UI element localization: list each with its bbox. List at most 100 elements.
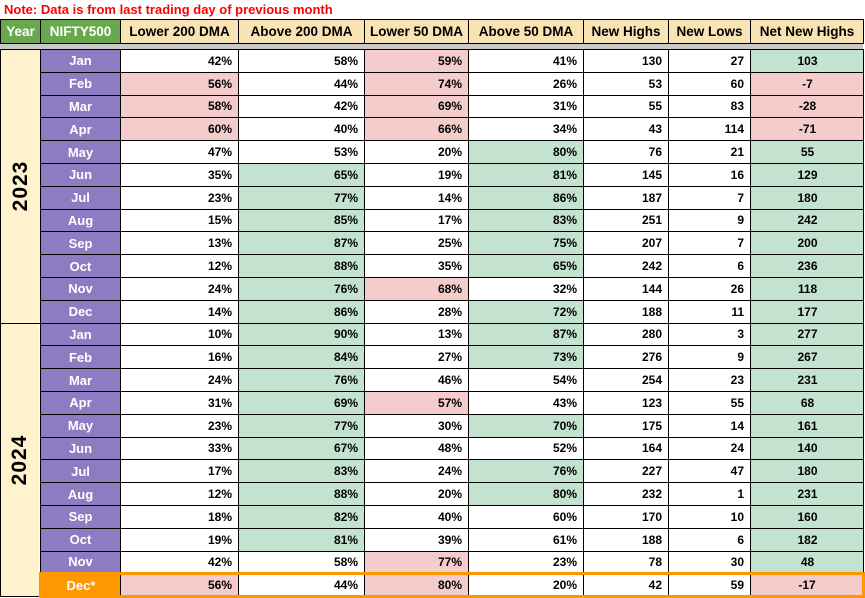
data-cell-lower-200-dma[interactable]: 33% — [120, 436, 239, 461]
data-cell-above-200-dma[interactable]: 82% — [238, 504, 365, 529]
data-cell-new-lows[interactable]: 59 — [668, 572, 751, 598]
data-cell-above-50-dma[interactable]: 81% — [468, 162, 584, 187]
data-cell-lower-200-dma[interactable]: 47% — [120, 140, 239, 164]
data-cell-new-lows[interactable]: 7 — [668, 231, 751, 256]
data-cell-above-200-dma[interactable]: 83% — [238, 459, 365, 484]
data-cell-new-highs[interactable]: 188 — [583, 527, 669, 552]
data-cell-above-200-dma[interactable]: 65% — [238, 162, 365, 187]
data-cell-net-new-highs[interactable]: -17 — [750, 572, 865, 598]
data-cell-above-200-dma[interactable]: 44% — [238, 572, 365, 598]
data-cell-lower-200-dma[interactable]: 15% — [120, 208, 239, 233]
month-cell-may-2023[interactable]: May — [40, 140, 121, 164]
data-cell-new-lows[interactable]: 6 — [668, 527, 751, 552]
data-cell-lower-200-dma[interactable]: 12% — [120, 254, 239, 278]
data-cell-above-50-dma[interactable]: 76% — [468, 459, 584, 484]
data-cell-new-highs[interactable]: 188 — [583, 299, 669, 324]
data-cell-net-new-highs[interactable]: 182 — [750, 527, 864, 552]
data-cell-new-lows[interactable]: 55 — [668, 390, 751, 415]
data-cell-net-new-highs[interactable]: 103 — [750, 49, 864, 73]
data-cell-new-highs[interactable]: 280 — [583, 322, 669, 347]
month-cell-mar-2023[interactable]: Mar — [40, 94, 121, 119]
data-cell-above-200-dma[interactable]: 67% — [238, 436, 365, 461]
data-cell-new-highs[interactable]: 251 — [583, 208, 669, 233]
column-header-net-new-highs[interactable]: Net New Highs — [750, 19, 864, 44]
data-cell-above-200-dma[interactable]: 69% — [238, 390, 365, 415]
data-cell-above-50-dma[interactable]: 75% — [468, 231, 584, 256]
month-cell-oct-2024[interactable]: Oct — [40, 527, 121, 552]
data-cell-new-lows[interactable]: 1 — [668, 482, 751, 506]
data-cell-net-new-highs[interactable]: 236 — [750, 254, 864, 278]
data-cell-lower-200-dma[interactable]: 42% — [120, 49, 239, 73]
data-cell-above-50-dma[interactable]: 41% — [468, 49, 584, 73]
column-header-lower-50-dma[interactable]: Lower 50 DMA — [364, 19, 469, 44]
data-cell-new-lows[interactable]: 10 — [668, 504, 751, 529]
data-cell-net-new-highs[interactable]: -28 — [750, 94, 864, 119]
data-cell-new-highs[interactable]: 232 — [583, 482, 669, 506]
data-cell-lower-50-dma[interactable]: 68% — [364, 276, 469, 301]
data-cell-above-200-dma[interactable]: 86% — [238, 299, 365, 324]
data-cell-new-highs[interactable]: 43 — [583, 117, 669, 142]
data-cell-lower-50-dma[interactable]: 40% — [364, 504, 469, 529]
data-cell-lower-50-dma[interactable]: 74% — [364, 71, 469, 96]
data-cell-lower-50-dma[interactable]: 14% — [364, 185, 469, 210]
data-cell-lower-50-dma[interactable]: 24% — [364, 459, 469, 484]
data-cell-above-200-dma[interactable]: 85% — [238, 208, 365, 233]
month-cell-apr-2023[interactable]: Apr — [40, 117, 121, 142]
data-cell-lower-50-dma[interactable]: 77% — [364, 550, 469, 575]
data-cell-lower-50-dma[interactable]: 48% — [364, 436, 469, 461]
data-cell-lower-50-dma[interactable]: 28% — [364, 299, 469, 324]
data-cell-lower-200-dma[interactable]: 56% — [120, 71, 239, 96]
data-cell-net-new-highs[interactable]: 129 — [750, 162, 864, 187]
data-cell-new-highs[interactable]: 227 — [583, 459, 669, 484]
data-cell-above-50-dma[interactable]: 70% — [468, 413, 584, 438]
month-cell-aug-2024[interactable]: Aug — [40, 482, 121, 506]
data-cell-new-highs[interactable]: 145 — [583, 162, 669, 187]
data-cell-above-50-dma[interactable]: 54% — [468, 368, 584, 392]
data-cell-above-200-dma[interactable]: 42% — [238, 94, 365, 119]
data-cell-new-lows[interactable]: 6 — [668, 254, 751, 278]
data-cell-net-new-highs[interactable]: 277 — [750, 322, 864, 347]
data-cell-net-new-highs[interactable]: 160 — [750, 504, 864, 529]
month-cell-nov-2024[interactable]: Nov — [40, 550, 121, 575]
data-cell-lower-50-dma[interactable]: 39% — [364, 527, 469, 552]
data-cell-lower-200-dma[interactable]: 24% — [120, 276, 239, 301]
data-cell-lower-200-dma[interactable]: 23% — [120, 413, 239, 438]
data-cell-above-50-dma[interactable]: 86% — [468, 185, 584, 210]
data-cell-above-50-dma[interactable]: 87% — [468, 322, 584, 347]
data-cell-net-new-highs[interactable]: 177 — [750, 299, 864, 324]
month-cell-aug-2023[interactable]: Aug — [40, 208, 121, 233]
column-header-year[interactable]: Year — [0, 19, 41, 44]
data-cell-net-new-highs[interactable]: 161 — [750, 413, 864, 438]
column-header-new-highs[interactable]: New Highs — [583, 19, 669, 44]
data-cell-lower-200-dma[interactable]: 13% — [120, 231, 239, 256]
data-cell-lower-50-dma[interactable]: 30% — [364, 413, 469, 438]
data-cell-new-highs[interactable]: 55 — [583, 94, 669, 119]
month-cell-jun-2023[interactable]: Jun — [40, 162, 121, 187]
data-cell-net-new-highs[interactable]: 200 — [750, 231, 864, 256]
data-cell-above-50-dma[interactable]: 80% — [468, 140, 584, 164]
column-header-nifty500[interactable]: NIFTY500 — [40, 19, 121, 44]
data-cell-net-new-highs[interactable]: 68 — [750, 390, 864, 415]
data-cell-above-50-dma[interactable]: 61% — [468, 527, 584, 552]
data-cell-new-lows[interactable]: 9 — [668, 345, 751, 370]
data-cell-new-highs[interactable]: 187 — [583, 185, 669, 210]
year-cell-2024[interactable]: 2024 — [0, 322, 41, 598]
data-cell-net-new-highs[interactable]: -71 — [750, 117, 864, 142]
data-cell-above-200-dma[interactable]: 77% — [238, 413, 365, 438]
data-cell-above-200-dma[interactable]: 76% — [238, 276, 365, 301]
month-cell-feb-2024[interactable]: Feb — [40, 345, 121, 370]
data-cell-lower-50-dma[interactable]: 35% — [364, 254, 469, 278]
data-cell-above-200-dma[interactable]: 58% — [238, 550, 365, 575]
data-cell-net-new-highs[interactable]: 231 — [750, 482, 864, 506]
data-cell-net-new-highs[interactable]: 180 — [750, 459, 864, 484]
data-cell-new-lows[interactable]: 60 — [668, 71, 751, 96]
data-cell-lower-200-dma[interactable]: 10% — [120, 322, 239, 347]
month-cell-jun-2024[interactable]: Jun — [40, 436, 121, 461]
data-cell-above-200-dma[interactable]: 77% — [238, 185, 365, 210]
data-cell-new-lows[interactable]: 9 — [668, 208, 751, 233]
data-cell-above-200-dma[interactable]: 76% — [238, 368, 365, 392]
data-cell-new-highs[interactable]: 123 — [583, 390, 669, 415]
year-cell-2023[interactable]: 2023 — [0, 49, 41, 324]
month-cell-jul-2024[interactable]: Jul — [40, 459, 121, 484]
data-cell-net-new-highs[interactable]: 267 — [750, 345, 864, 370]
